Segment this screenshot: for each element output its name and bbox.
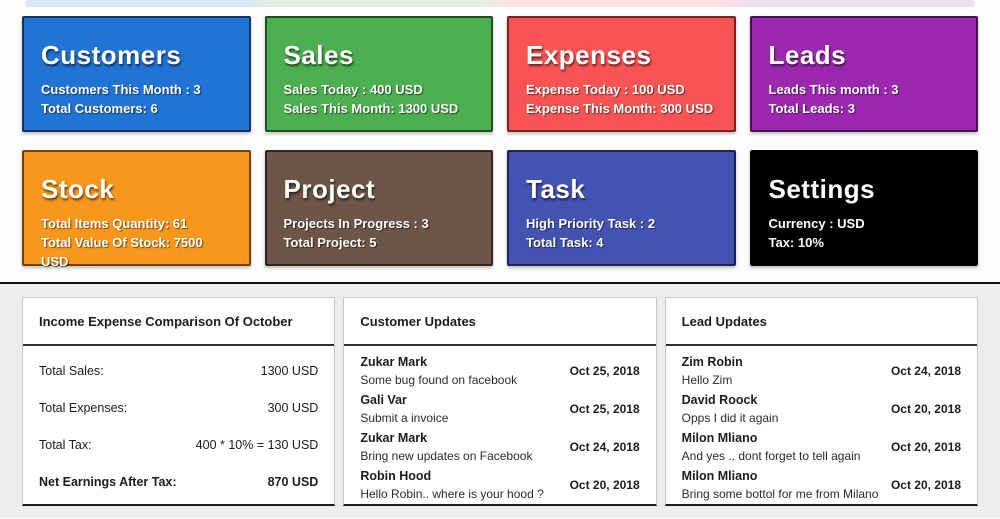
card-stock-title: Stock: [41, 174, 115, 204]
fin-row-total-sales: Total Sales: 1300 USD: [23, 352, 334, 389]
lead-update-item: David Roock Opps I did it again Oct 20, …: [666, 390, 977, 428]
fin-row-total-expenses: Total Expenses: 300 USD: [23, 389, 334, 426]
update-message: Hello Robin.. where is your hood ?: [360, 487, 544, 501]
section-divider: [0, 282, 1000, 284]
card-settings[interactable]: Settings Currency : USD Tax: 10%: [749, 150, 978, 266]
update-date: Oct 24, 2018: [890, 364, 961, 378]
update-message: And yes .. dont forget to tell again: [681, 449, 861, 463]
card-expenses-line-1: Expense Today : 100 USD: [526, 82, 685, 97]
card-customers[interactable]: Customers Customers This Month : 3 Total…: [22, 16, 251, 132]
card-expenses-title: Expenses: [526, 40, 652, 70]
fin-label: Net Earnings After Tax:: [39, 474, 177, 489]
card-expenses[interactable]: Expenses Expense Today : 100 USD Expense…: [507, 16, 736, 132]
card-stock-line-2: Total Value Of Stock: 7500 USD: [41, 235, 203, 269]
update-message: Submit a invoice: [360, 411, 449, 425]
customer-update-item: Zukar Mark Some bug found on facebook Oc…: [344, 352, 655, 390]
card-customers-line-2: Total Customers: 6: [41, 101, 158, 116]
update-name: Zukar Mark: [360, 431, 428, 445]
income-expense-panel: Income Expense Comparison Of October Tot…: [22, 297, 336, 506]
update-name: Milon Mliano: [681, 431, 758, 445]
update-message: Bring some bottol for me from Milano: [681, 487, 879, 501]
card-customers-line-1: Customers This Month : 3: [41, 82, 201, 97]
update-date: Oct 20, 2018: [890, 402, 961, 416]
fin-value: 870 USD: [267, 474, 319, 489]
update-name: David Roock: [681, 393, 758, 407]
update-message: Hello Zim: [681, 373, 733, 387]
update-date: Oct 20, 2018: [569, 478, 640, 492]
card-stock-line-1: Total Items Quantity: 61: [41, 216, 188, 231]
update-date: Oct 20, 2018: [890, 478, 961, 492]
update-message: Bring new updates on Facebook: [360, 449, 533, 463]
card-task-title: Task: [526, 174, 586, 204]
customer-updates-title: Customer Updates: [344, 298, 656, 346]
card-project-title: Project: [283, 174, 376, 204]
fin-row-net-earnings: Net Earnings After Tax: 870 USD: [23, 463, 334, 500]
update-name: Robin Hood: [360, 469, 432, 483]
card-task[interactable]: Task High Priority Task : 2 Total Task: …: [507, 150, 736, 266]
card-project-line-2: Total Project: 5: [283, 235, 377, 250]
lead-updates-title: Lead Updates: [665, 298, 977, 346]
top-reflection-strip: [25, 0, 975, 7]
reports-section: Income Expense Comparison Of October Tot…: [0, 284, 1000, 518]
update-name: Zukar Mark: [360, 355, 428, 369]
update-date: Oct 20, 2018: [890, 440, 961, 454]
fin-value: 400 * 10% = 130 USD: [195, 437, 319, 452]
customer-update-item: Zukar Mark Bring new updates on Facebook…: [344, 428, 655, 466]
update-date: Oct 25, 2018: [569, 364, 640, 378]
customer-update-item: Gali Var Submit a invoice Oct 25, 2018: [344, 390, 655, 428]
card-leads-line-2: Total Leads: 3: [768, 101, 855, 116]
fin-value: 300 USD: [267, 400, 319, 415]
fin-label: Total Expenses:: [39, 400, 128, 415]
lead-update-item: Milon Mliano And yes .. dont forget to t…: [666, 428, 977, 466]
fin-label: Total Sales:: [39, 363, 104, 378]
card-sales-title: Sales: [283, 40, 354, 70]
customer-update-item: Robin Hood Hello Robin.. where is your h…: [344, 466, 655, 504]
card-customers-title: Customers: [41, 40, 182, 70]
card-leads[interactable]: Leads Leads This month : 3 Total Leads: …: [749, 16, 978, 132]
card-sales-line-2: Sales This Month: 1300 USD: [283, 101, 459, 116]
card-stock[interactable]: Stock Total Items Quantity: 61 Total Val…: [22, 150, 251, 269]
card-settings-title: Settings: [768, 174, 876, 204]
card-project[interactable]: Project Projects In Progress : 3 Total P…: [264, 150, 493, 266]
card-settings-line-1: Currency : USD: [768, 216, 865, 231]
customer-updates-panel: Customer Updates Zukar Mark Some bug fou…: [343, 297, 657, 506]
card-task-line-2: Total Task: 4: [526, 235, 604, 250]
update-date: Oct 25, 2018: [569, 402, 640, 416]
lead-updates-panel: Lead Updates Zim Robin Hello Zim Oct 24,…: [664, 297, 978, 506]
card-sales-line-1: Sales Today : 400 USD: [283, 82, 423, 97]
update-name: Gali Var: [360, 393, 407, 407]
income-expense-title: Income Expense Comparison Of October: [23, 298, 335, 346]
fin-value: 1300 USD: [260, 363, 319, 378]
update-name: Zim Robin: [681, 355, 743, 369]
card-expenses-line-2: Expense This Month: 300 USD: [526, 101, 714, 116]
dashboard-cards-grid: Customers Customers This Month : 3 Total…: [0, 7, 1000, 269]
card-project-line-1: Projects In Progress : 3: [283, 216, 429, 231]
lead-update-item: Milon Mliano Bring some bottol for me fr…: [666, 466, 977, 504]
card-settings-line-2: Tax: 10%: [768, 235, 824, 250]
update-message: Opps I did it again: [681, 411, 779, 425]
lead-update-item: Zim Robin Hello Zim Oct 24, 2018: [666, 352, 977, 390]
card-leads-title: Leads: [768, 40, 847, 70]
card-task-line-1: High Priority Task : 2: [526, 216, 656, 231]
fin-row-total-tax: Total Tax: 400 * 10% = 130 USD: [23, 426, 334, 463]
update-date: Oct 24, 2018: [569, 440, 640, 454]
fin-label: Total Tax:: [39, 437, 92, 452]
card-leads-line-1: Leads This month : 3: [768, 82, 899, 97]
update-name: Milon Mliano: [681, 469, 758, 483]
card-sales[interactable]: Sales Sales Today : 400 USD Sales This M…: [264, 16, 493, 132]
update-message: Some bug found on facebook: [360, 373, 518, 387]
